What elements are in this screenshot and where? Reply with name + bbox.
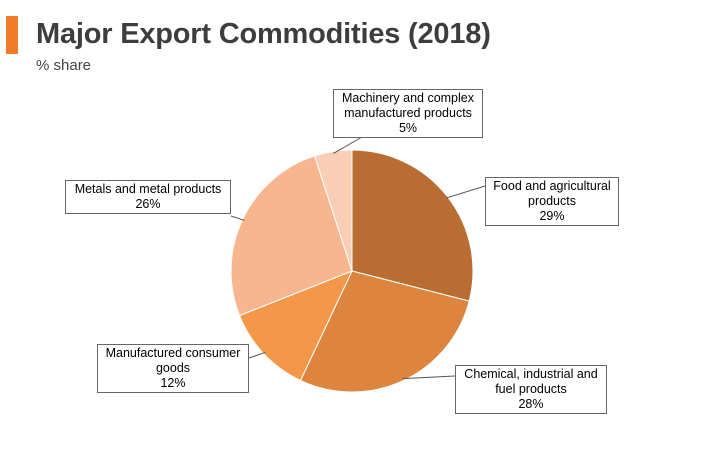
leader-lines bbox=[230, 136, 486, 380]
title-accent-bar bbox=[6, 16, 18, 54]
slice-label-machinery: Machinery and complex manufactured produ… bbox=[333, 89, 483, 138]
chart-subtitle: % share bbox=[36, 57, 92, 74]
leader-line bbox=[333, 136, 363, 154]
pie-slice-manufactured-consumer bbox=[238, 270, 353, 382]
slice-label-food: Food and agricultural products 29% bbox=[485, 177, 619, 226]
leader-line bbox=[230, 215, 245, 221]
pie-slice-chemical bbox=[299, 270, 470, 393]
chart-title: Major Export Commodities (2018) bbox=[36, 18, 491, 50]
slice-label-chemical: Chemical, industrial and fuel products 2… bbox=[455, 365, 607, 414]
slice-label-manufactured-consumer: Manufactured consumer goods 12% bbox=[97, 344, 249, 393]
leader-line bbox=[402, 375, 456, 380]
pie-slice-food bbox=[351, 149, 474, 302]
slice-label-metals: Metals and metal products 26% bbox=[65, 180, 231, 214]
leader-line bbox=[248, 351, 266, 359]
pie-slice-machinery bbox=[313, 149, 353, 272]
pie-slices bbox=[230, 149, 474, 393]
leader-line bbox=[445, 185, 486, 199]
